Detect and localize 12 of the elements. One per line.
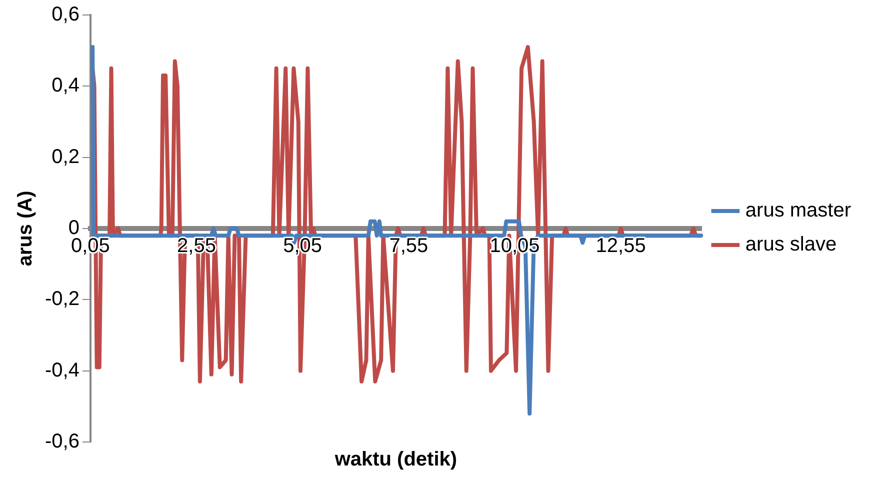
x-axis-title: waktu (detik) — [334, 448, 458, 471]
y-tick-label: -0,2 — [44, 288, 80, 310]
y-tick-label: 0 — [68, 217, 80, 240]
y-tick-label: -0,4 — [44, 359, 80, 382]
legend-label: arus master — [745, 200, 852, 222]
y-tick-label: 0,2 — [52, 146, 80, 168]
y-tick-label: -0,6 — [44, 430, 80, 453]
legend-label: arus slave — [745, 234, 837, 256]
y-axis-title: arus (A) — [14, 190, 37, 266]
y-tick-label: 0,4 — [52, 74, 80, 97]
y-tick-label: 0,6 — [52, 4, 80, 26]
x-tick-label: 12,55 — [596, 235, 646, 258]
